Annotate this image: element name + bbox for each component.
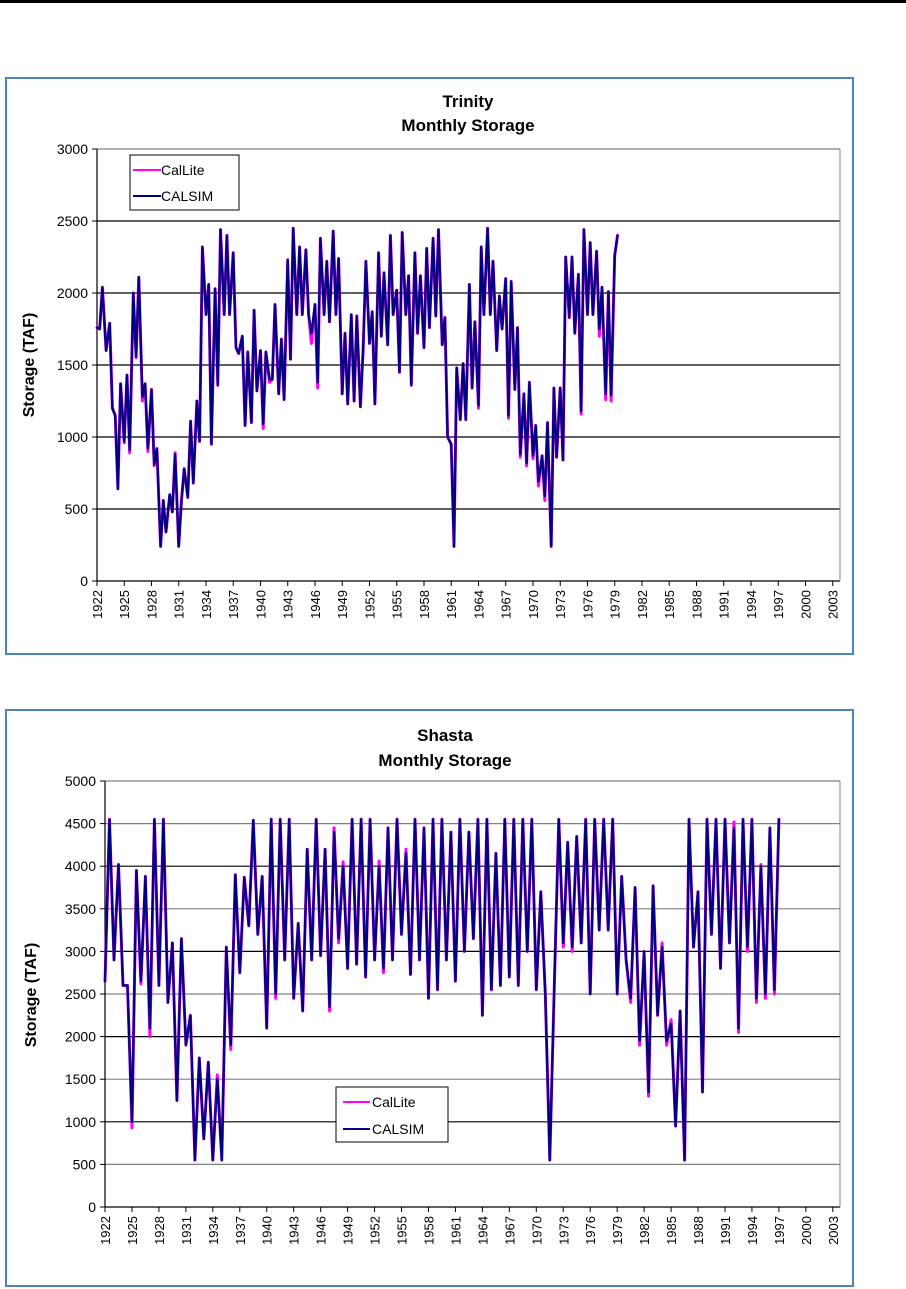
y-axis-label: Storage (TAF) xyxy=(21,313,38,418)
x-tick-label: 1991 xyxy=(717,590,732,619)
legend-box xyxy=(129,154,240,211)
x-tick-label: 1952 xyxy=(368,1216,383,1245)
y-tick-label: 1500 xyxy=(57,357,88,373)
y-tick-label: 2000 xyxy=(65,1029,96,1045)
x-tick-label: 1991 xyxy=(718,1216,733,1245)
x-tick-label: 1934 xyxy=(206,1216,221,1245)
y-tick-label: 1500 xyxy=(65,1071,96,1087)
x-tick-label: 1946 xyxy=(308,590,323,619)
x-tick-label: 2003 xyxy=(826,1216,841,1245)
x-tick-label: 1982 xyxy=(637,1216,652,1245)
x-tick-label: 1949 xyxy=(335,590,350,619)
legend-label-calsim: CALSIM xyxy=(161,188,213,204)
x-tick-label: 1976 xyxy=(580,590,595,619)
chart-title-line2: Monthly Storage xyxy=(378,751,511,770)
y-tick-label: 500 xyxy=(73,1156,97,1172)
chart-title-line1: Trinity xyxy=(442,92,494,111)
y-tick-label: 0 xyxy=(80,573,88,589)
page-top-rule xyxy=(0,0,906,3)
trinity-chart: Trinity Monthly Storage Storage (TAF) 0 5… xyxy=(21,92,841,619)
series-line-callite xyxy=(95,226,619,548)
x-tick-label: 1997 xyxy=(771,590,786,619)
x-tick-label: 1940 xyxy=(253,590,268,619)
x-tick-label: 1958 xyxy=(417,590,432,619)
x-tick-label: 1979 xyxy=(610,1216,625,1245)
x-tick-label: 1982 xyxy=(635,590,650,619)
x-tick-label: 1988 xyxy=(689,590,704,619)
x-tick-label: 1958 xyxy=(421,1216,436,1245)
x-tick-label: 1946 xyxy=(314,1216,329,1245)
legend-label-calsim: CALSIM xyxy=(372,1121,424,1137)
y-tick-label: 3500 xyxy=(65,901,96,917)
x-tick-label: 1928 xyxy=(152,1216,167,1245)
series-line-calsim xyxy=(103,818,781,1162)
x-tick-label: 1997 xyxy=(772,1216,787,1245)
x-tick-label: 1955 xyxy=(390,590,405,619)
x-tick-label: 1943 xyxy=(287,1216,302,1245)
chart-title-line1: Shasta xyxy=(417,726,473,745)
legend-label-callite: CalLite xyxy=(372,1094,416,1110)
x-tick-label: 2000 xyxy=(799,1216,814,1245)
y-tick-label: 0 xyxy=(88,1199,96,1215)
x-tick-label: 1994 xyxy=(745,1216,760,1245)
x-tick-label: 1937 xyxy=(233,1216,248,1245)
x-tick-label: 1955 xyxy=(395,1216,410,1245)
x-tick-label: 1964 xyxy=(471,590,486,619)
y-tick-label: 3000 xyxy=(65,943,96,959)
x-tick-label: 1940 xyxy=(260,1216,275,1245)
y-tick-label: 1000 xyxy=(65,1114,96,1130)
y-axis-label: Storage (TAF) xyxy=(23,943,40,1048)
y-tick-label: 2000 xyxy=(57,285,88,301)
legend-label-callite: CalLite xyxy=(161,162,205,178)
x-tick-label: 1925 xyxy=(125,1216,140,1245)
x-tick-label: 1922 xyxy=(98,1216,113,1245)
x-tick-label: 1925 xyxy=(117,590,132,619)
series-line-calsim xyxy=(95,226,619,548)
x-tick-label: 2003 xyxy=(826,590,841,619)
x-tick-label: 1967 xyxy=(502,1216,517,1245)
chart-title-line2: Monthly Storage xyxy=(401,116,534,135)
x-tick-label: 2000 xyxy=(798,590,813,619)
x-tick-label: 1934 xyxy=(199,590,214,619)
y-tick-label: 2500 xyxy=(65,986,96,1002)
x-tick-label: 1988 xyxy=(691,1216,706,1245)
x-tick-label: 1949 xyxy=(341,1216,356,1245)
x-tick-label: 1973 xyxy=(556,1216,571,1245)
y-tick-label: 3000 xyxy=(57,141,88,157)
x-tick-label: 1985 xyxy=(662,590,677,619)
x-tick-label: 1967 xyxy=(499,590,514,619)
shasta-chart: Shasta Monthly Storage Storage (TAF) 0 50… xyxy=(23,726,841,1245)
y-tick-label: 5000 xyxy=(65,773,96,789)
x-tick-label: 1985 xyxy=(664,1216,679,1245)
legend: CalLite CALSIM xyxy=(129,154,240,211)
x-tick-label: 1979 xyxy=(608,590,623,619)
x-tick-label: 1943 xyxy=(281,590,296,619)
x-tick-label: 1970 xyxy=(529,1216,544,1245)
y-tick-label: 4500 xyxy=(65,816,96,832)
x-tick-label: 1976 xyxy=(583,1216,598,1245)
y-tick-label: 2500 xyxy=(57,213,88,229)
x-tick-label: 1922 xyxy=(90,590,105,619)
x-tick-label: 1937 xyxy=(226,590,241,619)
x-tick-label: 1961 xyxy=(444,590,459,619)
x-tick-label: 1970 xyxy=(526,590,541,619)
x-tick-label: 1931 xyxy=(179,1216,194,1245)
x-tick-label: 1994 xyxy=(744,590,759,619)
y-tick-label: 1000 xyxy=(57,429,88,445)
x-tick-label: 1928 xyxy=(144,590,159,619)
x-tick-label: 1964 xyxy=(475,1216,490,1245)
x-tick-label: 1931 xyxy=(172,590,187,619)
y-tick-label: 4000 xyxy=(65,858,96,874)
x-tick-label: 1973 xyxy=(553,590,568,619)
x-tick-label: 1961 xyxy=(448,1216,463,1245)
x-tick-label: 1952 xyxy=(362,590,377,619)
y-tick-label: 500 xyxy=(65,501,89,517)
legend: CalLite CALSIM xyxy=(335,1086,449,1143)
legend-box xyxy=(335,1086,449,1143)
